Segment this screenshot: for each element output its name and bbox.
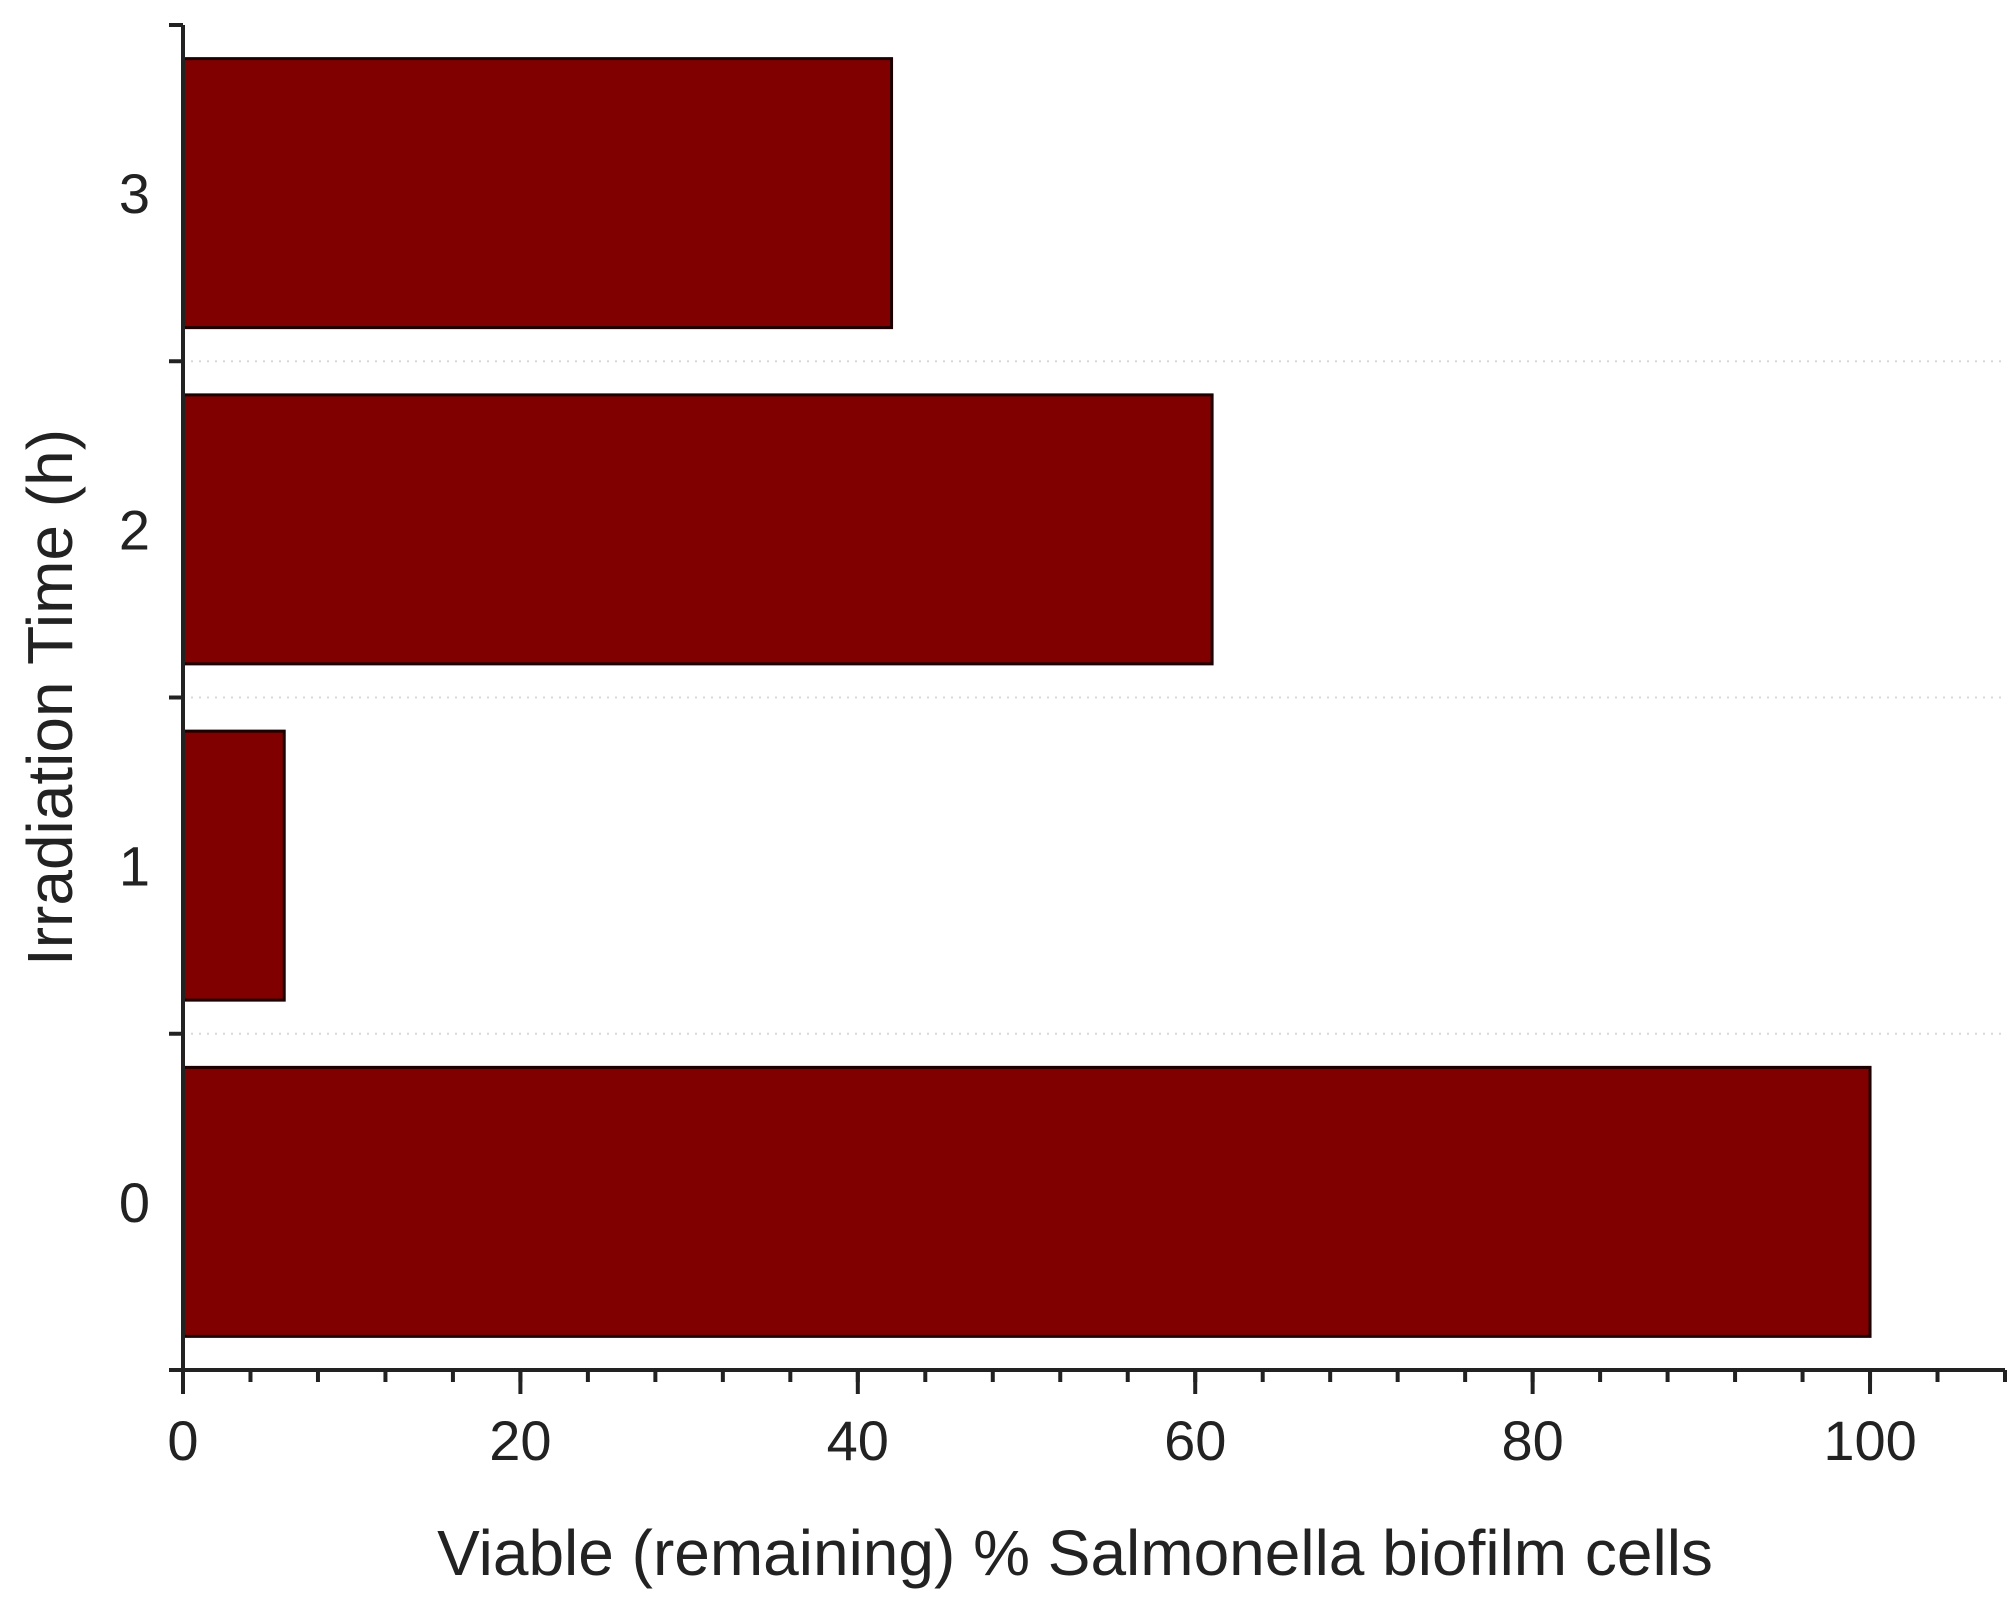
x-tick-label: 80	[1501, 1409, 1563, 1472]
x-tick-label: 0	[167, 1409, 198, 1472]
y-tick-label: 0	[119, 1171, 150, 1234]
bar-layer	[181, 57, 1872, 1338]
y-axis-title: Irradiation Time (h)	[14, 429, 86, 966]
tick-layer	[169, 23, 2007, 1394]
bar-1	[181, 729, 286, 1002]
x-tick-label: 60	[1164, 1409, 1226, 1472]
x-axis-title: Viable (remaining) % Salmonella biofilm …	[437, 1517, 1713, 1589]
bar-2	[181, 393, 1214, 666]
x-tick-label: 100	[1823, 1409, 1916, 1472]
bar-3	[181, 57, 894, 330]
x-tick-label: 20	[489, 1409, 551, 1472]
y-tick-label: 1	[119, 835, 150, 898]
label-layer: 0 20 40 60 80 100 0 1 2 3	[119, 162, 1917, 1472]
bar-0	[181, 1065, 1872, 1338]
y-tick-label: 3	[119, 162, 150, 225]
x-tick-label: 40	[827, 1409, 889, 1472]
y-tick-label: 2	[119, 498, 150, 561]
